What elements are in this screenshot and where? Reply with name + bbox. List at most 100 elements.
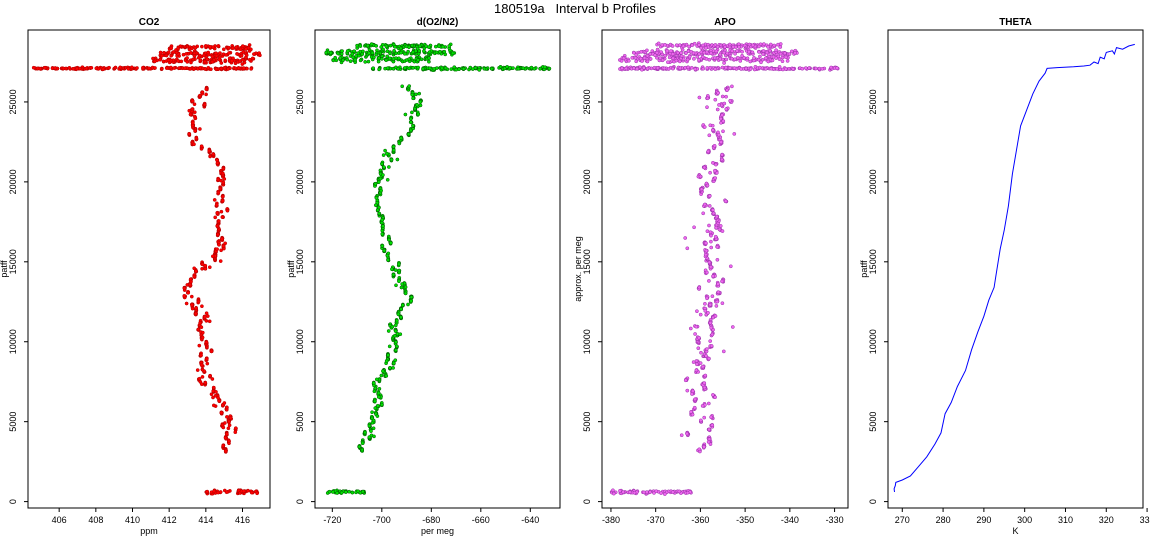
data-point — [730, 49, 735, 53]
data-point — [696, 346, 701, 351]
data-point — [701, 211, 706, 216]
data-point — [697, 57, 701, 62]
panel-1: d(O2/N2) -720 -700 -680 -660 -640 0 5000 10000 15… — [286, 17, 561, 536]
data-point — [634, 52, 639, 57]
data-point — [674, 58, 679, 63]
data-point — [53, 66, 58, 70]
data-point — [735, 55, 740, 60]
data-point — [200, 375, 205, 379]
data-point — [376, 180, 381, 184]
data-point — [177, 66, 182, 70]
data-point — [388, 241, 393, 245]
data-point — [164, 53, 169, 58]
data-point — [216, 44, 221, 48]
data-point — [379, 373, 384, 378]
data-point — [395, 157, 400, 162]
data-point — [441, 44, 445, 49]
data-point — [113, 65, 118, 70]
data-point — [732, 132, 737, 136]
data-point — [691, 51, 696, 55]
data-point — [339, 490, 344, 495]
data-point — [363, 430, 367, 435]
data-point — [738, 59, 743, 63]
x-tick-label: 310 — [1058, 515, 1073, 525]
data-point — [391, 144, 396, 149]
data-point — [690, 43, 695, 48]
data-point — [683, 236, 688, 240]
data-point — [373, 399, 377, 404]
data-point — [212, 198, 217, 202]
data-point — [356, 51, 361, 56]
data-point — [240, 62, 245, 66]
data-point — [358, 58, 363, 63]
data-point — [214, 51, 218, 56]
data-point — [381, 153, 386, 157]
data-point — [775, 66, 779, 71]
data-point — [707, 204, 712, 208]
data-point — [403, 112, 408, 117]
data-point — [778, 45, 783, 49]
data-point — [427, 66, 432, 71]
data-point — [709, 325, 714, 330]
data-point — [194, 269, 198, 274]
data-point — [728, 98, 733, 103]
y-tick-label: 25000 — [8, 89, 18, 114]
data-point — [418, 100, 423, 104]
data-point — [708, 123, 713, 128]
y-tick-label: 20000 — [295, 169, 305, 194]
data-point — [706, 310, 710, 315]
data-point — [707, 356, 711, 361]
data-point — [447, 44, 452, 48]
data-point — [213, 393, 218, 398]
data-point — [380, 244, 385, 248]
data-point — [717, 227, 722, 232]
data-point — [385, 49, 390, 54]
data-point — [189, 60, 193, 65]
data-point — [413, 49, 418, 53]
data-point — [427, 50, 432, 55]
data-point — [379, 45, 384, 49]
data-point — [725, 88, 729, 93]
data-point — [225, 415, 229, 419]
data-point — [213, 215, 218, 220]
data-point — [345, 57, 350, 62]
data-point — [659, 491, 663, 495]
data-point — [209, 392, 214, 397]
data-point — [702, 381, 707, 385]
data-point — [380, 217, 385, 222]
plot-frame — [887, 29, 1144, 509]
data-point — [219, 66, 224, 71]
data-point — [717, 103, 721, 107]
x-tick-label: 416 — [235, 515, 250, 525]
data-point — [652, 65, 657, 70]
data-point — [408, 120, 413, 125]
data-point — [388, 365, 392, 370]
data-point — [221, 47, 226, 52]
data-point — [390, 324, 395, 329]
data-point — [683, 65, 688, 70]
data-point — [692, 405, 697, 410]
data-point — [202, 102, 207, 107]
data-point — [763, 66, 768, 71]
data-point — [229, 59, 234, 63]
data-point — [699, 50, 704, 55]
data-point — [716, 132, 721, 137]
data-point — [665, 49, 670, 53]
data-point — [416, 112, 421, 117]
data-point — [153, 66, 157, 70]
data-point — [381, 47, 385, 52]
data-point — [666, 60, 670, 65]
data-point — [477, 68, 482, 72]
data-point — [204, 311, 209, 316]
data-point — [101, 67, 106, 72]
data-point — [642, 56, 647, 60]
data-point — [394, 340, 398, 344]
data-point — [697, 335, 701, 340]
data-point — [365, 43, 370, 48]
data-point — [694, 368, 699, 373]
data-point — [645, 59, 650, 64]
figure-title: 180519a Interval b Profiles — [494, 1, 656, 16]
data-point — [713, 67, 718, 71]
data-point — [763, 56, 768, 61]
data-point — [374, 52, 379, 57]
